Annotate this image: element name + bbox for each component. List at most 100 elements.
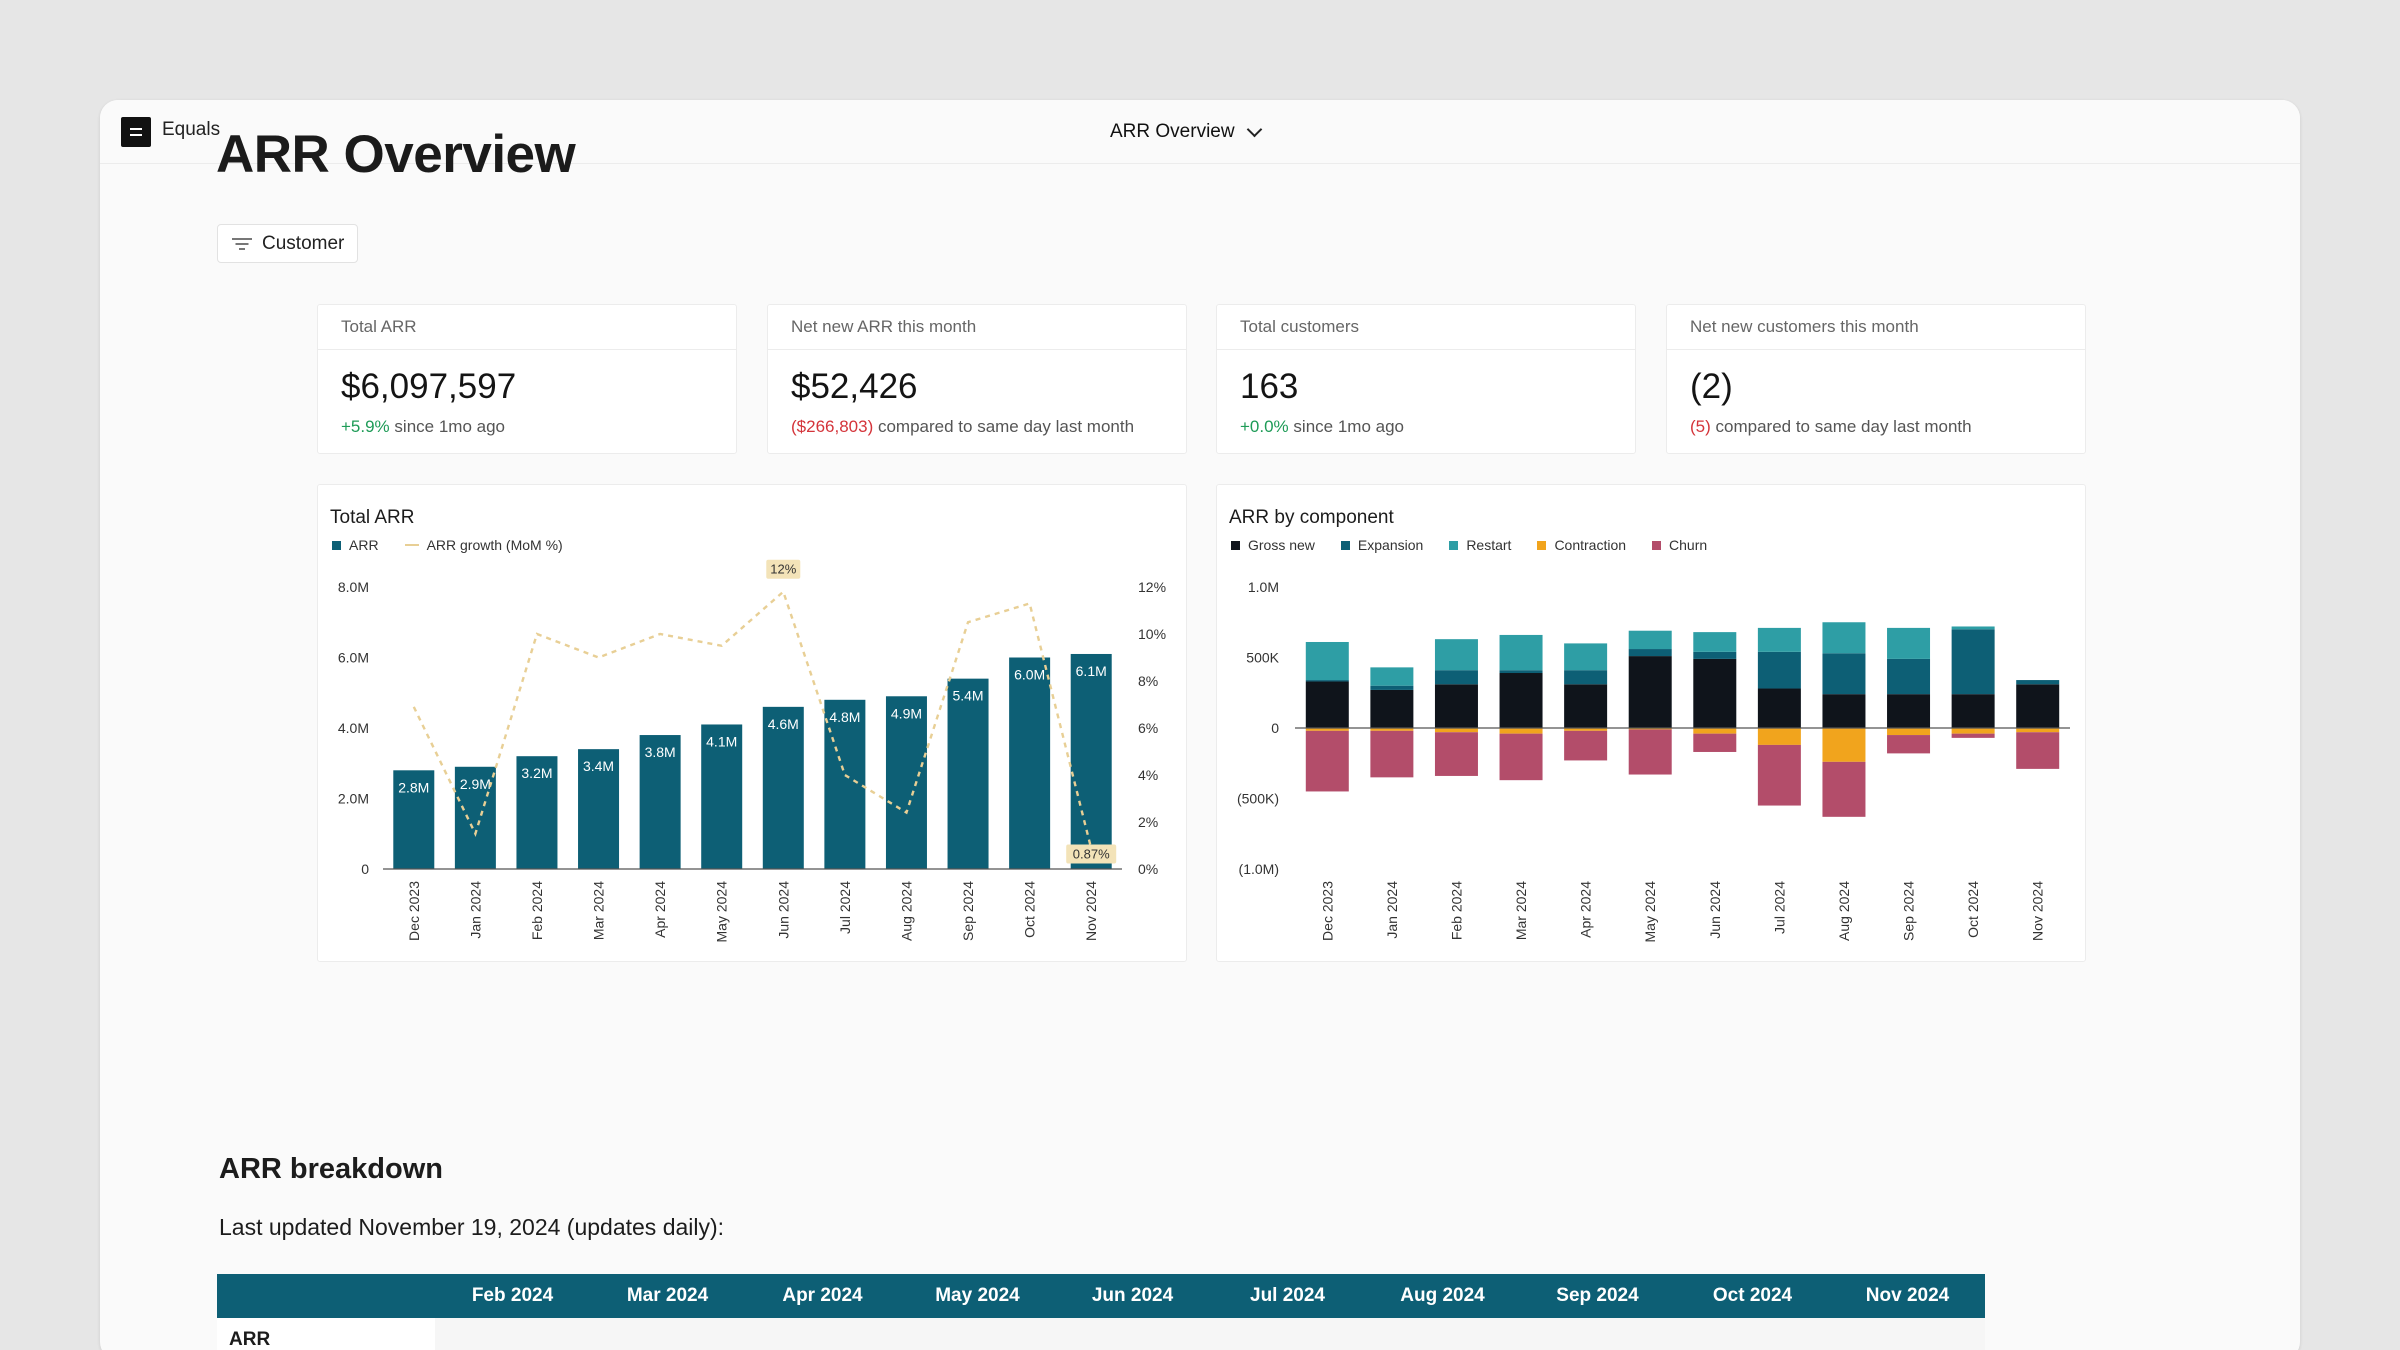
y-axis-tick-label: 0 bbox=[1271, 720, 1279, 736]
x-axis-tick-label: Aug 2024 bbox=[1836, 881, 1852, 941]
column-header[interactable]: Jun 2024 bbox=[1091, 1285, 1174, 1306]
column-header[interactable]: May 2024 bbox=[935, 1285, 1020, 1306]
chart-title: ARR by component bbox=[1229, 507, 1394, 528]
stacked-bar-segment bbox=[2016, 728, 2060, 733]
legend-label: Expansion bbox=[1357, 537, 1424, 553]
column-header[interactable]: Oct 2024 bbox=[1712, 1285, 1793, 1306]
stacked-bar-segment bbox=[1822, 653, 1866, 695]
kpi-subtext: +5.9% since 1mo ago bbox=[341, 417, 505, 437]
legend-item-gross-new[interactable]: Gross new bbox=[1231, 537, 1315, 553]
stacked-bar-segment bbox=[1887, 627, 1931, 659]
equals-logo-icon[interactable] bbox=[121, 117, 151, 147]
table-header-row: Feb 2024 Mar 2024 Apr 2024 May 2024 Jun 2024… bbox=[217, 1274, 1985, 1318]
bar bbox=[639, 735, 681, 869]
top-bar: Equals ARR Overview bbox=[100, 100, 2300, 164]
stacked-bar-segment bbox=[1370, 689, 1414, 728]
stacked-bar-segment bbox=[1628, 649, 1672, 657]
kpi-value: $52,426 bbox=[791, 367, 918, 406]
x-axis-tick-label: Jun 2024 bbox=[1707, 881, 1723, 939]
data-label: 2.8M bbox=[398, 779, 429, 795]
filter-icon bbox=[232, 237, 252, 251]
data-label: 2.9M bbox=[460, 776, 491, 792]
x-axis-tick-label: May 2024 bbox=[1642, 881, 1658, 943]
kpi-card-total-arr: Total ARR $6,097,597 +5.9% since 1mo ago bbox=[317, 304, 737, 454]
stacked-bar-segment bbox=[1305, 641, 1349, 681]
legend-item-growth[interactable]: ARR growth (MoM %) bbox=[404, 537, 563, 553]
stacked-bar-segment bbox=[1434, 684, 1478, 728]
legend-item-expansion[interactable]: Expansion bbox=[1340, 537, 1424, 553]
x-axis-tick-label: Jul 2024 bbox=[1771, 881, 1787, 934]
kpi-delta: +0.0% bbox=[1240, 417, 1289, 436]
legend-item-churn[interactable]: Churn bbox=[1652, 537, 1707, 553]
legend-item-contraction[interactable]: Contraction bbox=[1537, 537, 1626, 553]
bar bbox=[578, 749, 620, 869]
y-axis-tick-label: (1.0M) bbox=[1239, 861, 1279, 877]
kpi-value: $6,097,597 bbox=[341, 367, 517, 406]
stacked-bar-segment bbox=[1757, 744, 1801, 806]
kpi-subtext: ($266,803) compared to same day last mon… bbox=[791, 417, 1134, 437]
bar bbox=[393, 770, 435, 869]
stacked-bar-segment bbox=[1757, 688, 1801, 728]
stacked-bar-segment bbox=[1305, 728, 1349, 731]
y-axis-tick-label: 500K bbox=[1246, 650, 1279, 666]
data-label: 3.4M bbox=[583, 758, 614, 774]
data-label: 4.6M bbox=[768, 716, 799, 732]
arr-by-component-chart-card: (1.0M) (500K) 0 500K 1.0M Dec 2023 Jan 2024 Feb… bbox=[1216, 484, 2086, 962]
stacked-bar-segment bbox=[1693, 632, 1737, 652]
bar bbox=[1009, 657, 1051, 869]
stacked-bar-segment bbox=[1370, 730, 1414, 778]
y-axis-tick-label: (500K) bbox=[1237, 791, 1279, 807]
stacked-bar-segment bbox=[1434, 732, 1478, 776]
x-axis-tick-label: May 2024 bbox=[714, 881, 730, 943]
column-header[interactable]: Feb 2024 bbox=[471, 1285, 554, 1306]
app-name: Equals bbox=[162, 119, 221, 140]
column-header[interactable]: Jul 2024 bbox=[1250, 1285, 1325, 1306]
legend-swatch bbox=[1340, 540, 1350, 550]
x-axis-tick-label: Sep 2024 bbox=[1901, 881, 1917, 941]
annotation-badge bbox=[766, 559, 801, 579]
legend-item-arr[interactable]: ARR bbox=[332, 537, 379, 553]
legend-swatch bbox=[404, 544, 419, 546]
stacked-bar-segment bbox=[1887, 658, 1931, 695]
column-header[interactable]: Mar 2024 bbox=[626, 1285, 709, 1306]
stacked-bar-segment bbox=[2016, 684, 2060, 728]
data-label: 3.2M bbox=[521, 765, 552, 781]
x-axis-tick-label: Jul 2024 bbox=[837, 881, 853, 934]
column-header[interactable]: Aug 2024 bbox=[1400, 1285, 1485, 1306]
chart-legend: ARR ARR growth (MoM %) bbox=[332, 537, 563, 553]
kpi-note: compared to same day last month bbox=[1715, 417, 1972, 436]
kpi-card-net-new-customers: Net new customers this month (2) (5) com… bbox=[1666, 304, 2086, 454]
data-label: 5.4M bbox=[952, 688, 983, 704]
page-title: ARR Overview bbox=[216, 125, 576, 184]
filter-label: Customer bbox=[262, 232, 345, 254]
kpi-subtext: (5) compared to same day last month bbox=[1690, 417, 1972, 437]
stacked-bar-segment bbox=[1887, 694, 1931, 728]
stacked-bar-segment bbox=[1434, 670, 1478, 685]
y2-axis-tick-label: 0% bbox=[1138, 861, 1158, 877]
stacked-bar-segment bbox=[1951, 733, 1995, 738]
stacked-bar-segment bbox=[1305, 680, 1349, 682]
customer-filter-button[interactable]: Customer bbox=[217, 224, 358, 263]
chart-title: Total ARR bbox=[330, 507, 415, 528]
legend-swatch bbox=[1449, 540, 1459, 550]
y-axis-tick-label: 8.0M bbox=[338, 579, 369, 595]
data-label: 3.8M bbox=[645, 744, 676, 760]
bar bbox=[947, 678, 989, 869]
total-arr-chart: 0 2.0M 4.0M 6.0M 8.0M 0% 2% 4% 6% 8% 10% 12% 2.8M 2.9… bbox=[338, 559, 1166, 943]
stacked-bar-segment bbox=[1499, 733, 1543, 781]
x-axis-tick-label: Apr 2024 bbox=[652, 881, 668, 938]
kpi-value: (2) bbox=[1690, 367, 1733, 406]
column-header[interactable]: Sep 2024 bbox=[1556, 1285, 1639, 1306]
column-header[interactable]: Apr 2024 bbox=[782, 1285, 863, 1306]
kpi-delta: (5) bbox=[1690, 417, 1711, 436]
stacked-bar-segment bbox=[1757, 651, 1801, 689]
legend-item-restart[interactable]: Restart bbox=[1449, 537, 1511, 553]
stacked-bar-segment bbox=[1757, 728, 1801, 745]
stacked-bar-segment bbox=[1757, 627, 1801, 652]
stacked-bar-segment bbox=[1305, 681, 1349, 728]
stacked-bar-segment bbox=[2016, 680, 2060, 685]
x-axis-tick-label: Nov 2024 bbox=[1083, 881, 1099, 941]
document-switcher[interactable]: ARR Overview bbox=[1110, 115, 1262, 149]
column-header[interactable]: Nov 2024 bbox=[1865, 1285, 1950, 1306]
kpi-label: Total customers bbox=[1217, 305, 1635, 350]
